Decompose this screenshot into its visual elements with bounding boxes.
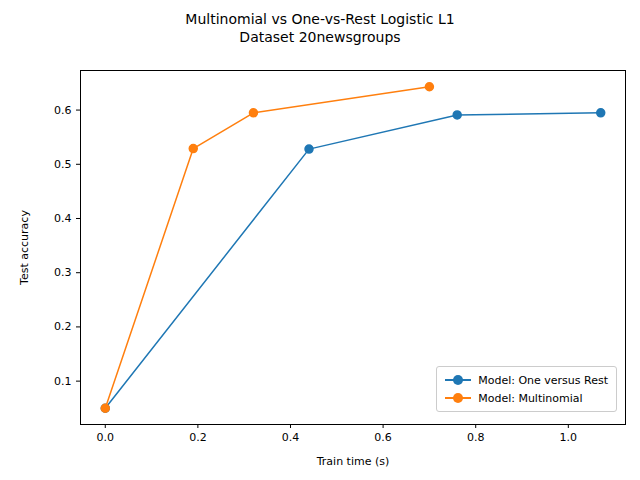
html-text:Dataset 20newsgroups: Dataset 20newsgroups: [239, 29, 401, 45]
svg-text:0.1: 0.1: [54, 375, 72, 388]
svg-text:Train time (s): Train time (s): [316, 455, 390, 468]
svg-text:0.3: 0.3: [54, 266, 72, 279]
svg-text:0.2: 0.2: [54, 320, 72, 333]
html-text:Multinomial vs One-vs-Rest Log: Multinomial vs One-vs-Rest Logistic L1: [185, 11, 455, 27]
html-text:Model: One versus Rest: Model: One versus Rest: [478, 373, 608, 387]
svg-text:0.2: 0.2: [189, 431, 207, 444]
svg-text:0.5: 0.5: [54, 158, 72, 171]
html-text:Model: Multinomial: Model: Multinomial: [478, 391, 583, 405]
svg-text:0.4: 0.4: [54, 212, 72, 225]
svg-text:0.6: 0.6: [54, 104, 72, 117]
svg-text:0.8: 0.8: [467, 431, 485, 444]
svg-text:Test accuracy: Test accuracy: [18, 210, 31, 286]
svg-text:0.0: 0.0: [97, 431, 115, 444]
svg-text:1.0: 1.0: [560, 431, 578, 444]
svg-text:0.6: 0.6: [374, 431, 392, 444]
svg-text:0.4: 0.4: [282, 431, 300, 444]
